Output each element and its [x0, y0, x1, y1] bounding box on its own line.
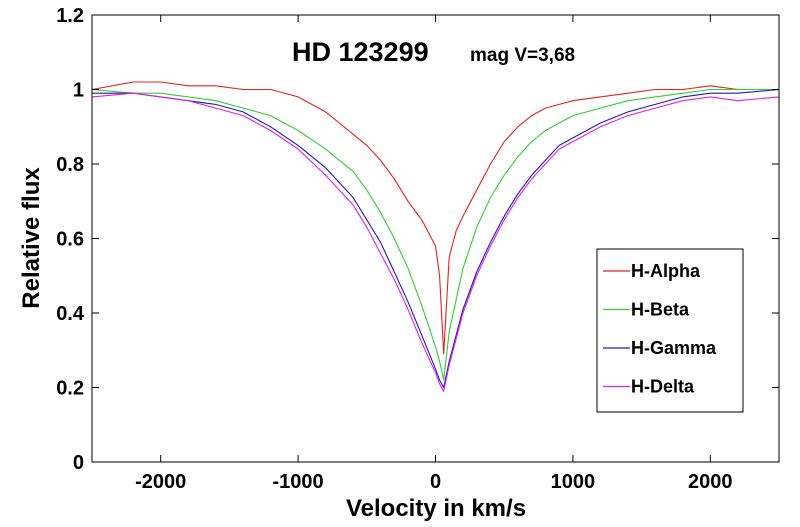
- y-tick-label: 0: [73, 452, 84, 474]
- y-axis-label: Relative flux: [18, 167, 45, 309]
- x-tick-label: 1000: [551, 471, 596, 493]
- y-tick-label: 1.2: [56, 5, 84, 27]
- legend-box: [596, 248, 744, 413]
- legend-label-h-beta: H-Beta: [631, 300, 690, 320]
- legend-label-h-alpha: H-Alpha: [631, 261, 701, 281]
- x-tick-label: 2000: [688, 471, 733, 493]
- series-line-h-alpha: [91, 81, 779, 355]
- x-axis-label: Velocity in km/s: [346, 495, 526, 522]
- series-line-h-delta: [91, 92, 780, 392]
- y-tick-label: 0.4: [56, 303, 85, 325]
- chart-subtitle: mag V=3,68: [470, 45, 575, 66]
- x-tick-label: -1000: [273, 471, 324, 493]
- ticks-layer: -2000 -1000 0 1000 2000 0 0.2 0.4 0.6 0.8 1 1.2: [56, 5, 779, 493]
- chart-title: HD 123299: [292, 37, 429, 67]
- series-line-h-gamma: [92, 88, 780, 389]
- legend-label-h-gamma: H-Gamma: [631, 338, 717, 358]
- series-layer: [91, 81, 780, 392]
- x-tick-label: 0: [430, 471, 441, 493]
- y-tick-label: 0.6: [56, 229, 84, 251]
- legend-label-h-delta: H-Delta: [631, 377, 695, 397]
- legend: H-Alpha H-Beta H-Gamma H-Delta: [596, 248, 744, 413]
- y-tick-label: 0.8: [56, 154, 84, 176]
- series-line-h-beta: [91, 88, 779, 381]
- y-tick-label: 0.2: [56, 378, 84, 400]
- y-tick-label: 1: [73, 80, 84, 102]
- x-tick-label: -2000: [135, 471, 186, 493]
